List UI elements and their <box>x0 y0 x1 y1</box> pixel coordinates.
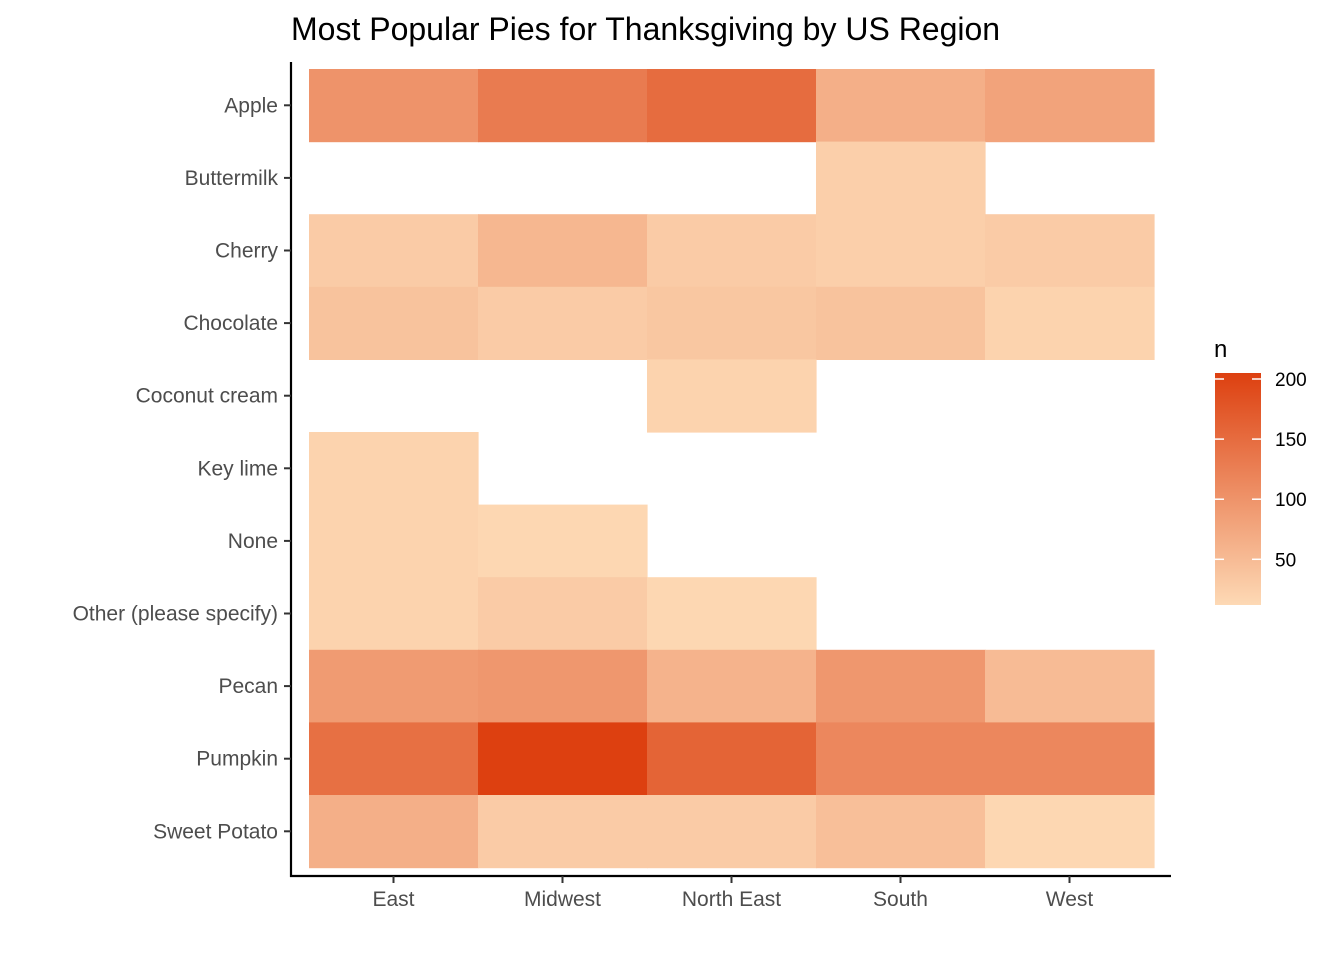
y-tick-label: Buttermilk <box>185 167 279 190</box>
heatmap-cell-cherry-south <box>816 214 986 288</box>
heatmap-cells <box>309 69 1155 869</box>
heatmap-cell-sweet-potato-north-east <box>647 795 817 869</box>
heatmap-cell-pecan-east <box>309 649 479 723</box>
heatmap-cell-sweet-potato-midwest <box>478 795 648 869</box>
heatmap-cell-apple-north-east <box>647 69 817 143</box>
heatmap-cell-chocolate-west <box>985 286 1155 360</box>
x-tick-label: North East <box>682 888 781 911</box>
heatmap-cell-pecan-north-east <box>647 649 817 723</box>
heatmap-cell-pumpkin-north-east <box>647 722 817 796</box>
legend-tick-label: 200 <box>1275 370 1307 391</box>
heatmap-cell-pumpkin-midwest <box>478 722 648 796</box>
y-tick-label: Cherry <box>215 240 279 263</box>
y-tick-label: Key lime <box>197 457 278 480</box>
y-axis-ticks: Apple Buttermilk Cherry Chocolate Coconut cr… <box>73 94 291 843</box>
y-tick-label: None <box>228 530 278 553</box>
y-tick-label: Pecan <box>218 675 278 698</box>
heatmap-cell-sweet-potato-west <box>985 795 1155 869</box>
legend-colorbar <box>1215 373 1261 605</box>
legend-tick-label: 150 <box>1275 430 1307 451</box>
heatmap-cell-pecan-south <box>816 649 986 723</box>
legend-ticks: 200 150 100 50 <box>1215 370 1307 571</box>
heatmap-cell-key-lime-east <box>309 432 479 506</box>
x-tick-label: South <box>873 888 928 911</box>
y-tick-label: Apple <box>224 94 278 117</box>
heatmap-cell-coconut-cream-north-east <box>647 359 817 433</box>
heatmap-cell-none-midwest <box>478 504 648 578</box>
heatmap-cell-chocolate-south <box>816 286 986 360</box>
heatmap-cell-pumpkin-south <box>816 722 986 796</box>
y-tick-label: Sweet Potato <box>153 820 278 843</box>
heatmap-cell-apple-east <box>309 69 479 143</box>
heatmap-cell-chocolate-north-east <box>647 286 817 360</box>
y-tick-label: Pumpkin <box>196 748 278 771</box>
x-tick-label: West <box>1046 888 1094 911</box>
chart-title: Most Popular Pies for Thanksgiving by US… <box>291 11 1000 47</box>
heatmap-cell-pumpkin-east <box>309 722 479 796</box>
color-legend: n 200 150 100 50 <box>1214 336 1307 605</box>
heatmap-cell-chocolate-midwest <box>478 286 648 360</box>
y-tick-label: Chocolate <box>183 312 278 335</box>
heatmap-cell-pecan-west <box>985 649 1155 723</box>
heatmap-cell-sweet-potato-south <box>816 795 986 869</box>
heatmap-cell-pecan-midwest <box>478 649 648 723</box>
legend-title: n <box>1214 336 1227 363</box>
heatmap-cell-none-east <box>309 504 479 578</box>
y-tick-label: Other (please specify) <box>73 603 278 626</box>
heatmap-cell-cherry-midwest <box>478 214 648 288</box>
heatmap-cell-other-please-specify-east <box>309 577 479 651</box>
heatmap-cell-cherry-west <box>985 214 1155 288</box>
heatmap-cell-cherry-east <box>309 214 479 288</box>
heatmap-cell-pumpkin-west <box>985 722 1155 796</box>
legend-tick-label: 100 <box>1275 490 1307 511</box>
heatmap-cell-other-please-specify-midwest <box>478 577 648 651</box>
y-tick-label: Coconut cream <box>136 385 278 408</box>
heatmap-cell-apple-west <box>985 69 1155 143</box>
heatmap-cell-sweet-potato-east <box>309 795 479 869</box>
legend-tick-label: 50 <box>1275 550 1296 571</box>
heatmap-cell-apple-midwest <box>478 69 648 143</box>
heatmap-cell-chocolate-east <box>309 286 479 360</box>
x-axis-ticks: East Midwest North East South West <box>372 876 1093 911</box>
heatmap-cell-apple-south <box>816 69 986 143</box>
heatmap-cell-cherry-north-east <box>647 214 817 288</box>
x-tick-label: Midwest <box>524 888 601 911</box>
x-tick-label: East <box>372 888 414 911</box>
heatmap-cell-other-please-specify-north-east <box>647 577 817 651</box>
heatmap-cell-buttermilk-south <box>816 141 986 215</box>
